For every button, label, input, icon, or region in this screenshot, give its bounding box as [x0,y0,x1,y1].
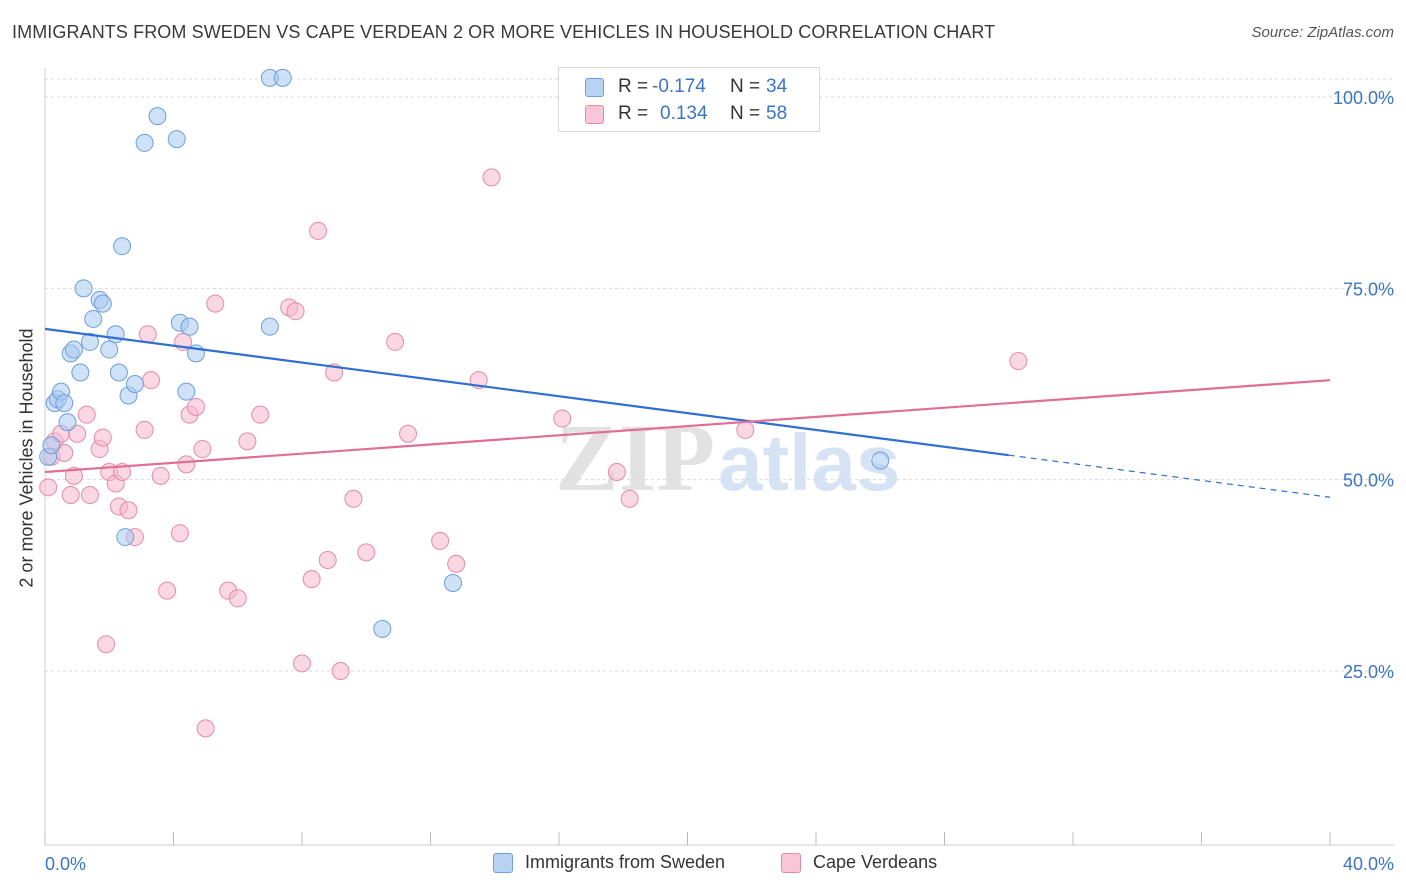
r-label: R = [618,76,649,97]
point-sweden [260,317,279,336]
point-sweden [167,130,186,149]
legend-label-sweden: Immigrants from Sweden [525,852,726,872]
point-cape-verde [193,440,212,459]
n-value: 34 [766,76,788,97]
point-cape-verde [344,489,363,508]
stats-legend-row-sweden: R = -0.174 N = 34 [585,74,787,100]
point-cape-verde [119,501,138,520]
point-cape-verde [620,489,639,508]
n-value: 58 [766,103,788,124]
r-label: R = [618,103,649,124]
point-cape-verde [447,554,466,573]
point-sweden [93,294,112,313]
y-tick-label: 75.0% [1343,279,1394,299]
legend-item-sweden[interactable]: Immigrants from Sweden [493,852,725,873]
point-sweden [109,363,128,382]
point-cape-verde [170,524,189,543]
swatch-sweden [585,77,604,97]
point-sweden [871,451,890,470]
legend-item-cape-verde[interactable]: Cape Verdeans [781,852,937,873]
point-cape-verde [228,589,247,608]
series-legend: Immigrants from Sweden Cape Verdeans [0,852,1406,876]
point-sweden [125,375,144,393]
point-cape-verde [93,428,112,447]
point-cape-verde [39,478,58,497]
point-sweden [55,394,74,413]
point-sweden [373,619,392,638]
point-cape-verde [206,294,225,313]
point-cape-verde [142,371,161,390]
y-tick-label: 25.0% [1343,662,1394,682]
r-value: -0.174 [652,76,706,97]
point-cape-verde [553,409,572,428]
point-cape-verde [64,466,83,485]
point-sweden [74,279,93,298]
x-tick-label: 0.0% [45,854,86,874]
trendline-cape-verde [44,379,1331,474]
point-sweden [64,340,83,359]
chart-source: Source: ZipAtlas.com [1251,24,1394,41]
point-sweden [177,382,196,401]
point-sweden [273,68,292,87]
point-cape-verde [1009,352,1028,371]
point-cape-verde [135,420,154,439]
point-sweden [100,340,119,359]
n-label: N = [730,76,761,97]
point-cape-verde [151,466,170,485]
point-sweden [180,317,199,336]
n-label: N = [730,103,761,124]
point-cape-verde [482,168,501,187]
point-sweden [113,237,132,256]
swatch-cape-verde [585,104,604,124]
point-sweden [58,413,77,432]
stats-legend: R = -0.174 N = 34 R = 0.134 N = 58 [558,67,820,132]
trendline-sweden-extension [1008,454,1331,498]
point-sweden [116,528,135,547]
point-cape-verde [399,424,418,443]
x-tick-label: 40.0% [1343,854,1394,874]
point-cape-verde [186,397,205,416]
point-cape-verde [238,432,257,451]
point-cape-verde [293,654,311,673]
point-cape-verde [158,581,177,600]
swatch-cape-verde [781,852,801,873]
point-cape-verde [607,463,626,482]
point-sweden [42,436,61,455]
point-cape-verde [302,570,321,589]
point-cape-verde [68,424,87,443]
y-axis-title: 2 or more Vehicles in Household [16,328,37,588]
point-cape-verde [61,485,80,504]
point-sweden [80,332,99,351]
legend-label-cape-verde: Cape Verdeans [813,852,938,872]
point-cape-verde [357,543,376,562]
point-cape-verde [286,302,305,321]
chart-title: IMMIGRANTS FROM SWEDEN VS CAPE VERDEAN 2… [12,22,996,42]
point-cape-verde [331,662,350,680]
point-cape-verde [177,455,196,474]
point-sweden [443,573,462,592]
r-value: 0.134 [660,103,708,124]
y-tick-label: 50.0% [1343,471,1394,491]
point-cape-verde [97,635,116,654]
point-cape-verde [431,531,450,550]
point-sweden [84,309,103,328]
point-cape-verde [138,325,157,344]
point-sweden [135,133,154,152]
point-cape-verde [196,719,215,738]
y-tick-label: 100.0% [1333,88,1394,108]
swatch-sweden [493,852,513,873]
point-cape-verde [77,405,96,424]
point-cape-verde [251,405,270,424]
trendline-sweden [44,327,1009,457]
point-cape-verde [386,332,405,351]
point-cape-verde [318,551,337,570]
point-cape-verde [80,485,99,504]
stats-legend-row-cape-verde: R = 0.134 N = 58 [585,101,787,127]
point-cape-verde [309,221,328,240]
point-sweden [71,363,90,382]
point-sweden [106,325,125,344]
point-cape-verde [736,420,755,439]
point-sweden [148,107,167,126]
